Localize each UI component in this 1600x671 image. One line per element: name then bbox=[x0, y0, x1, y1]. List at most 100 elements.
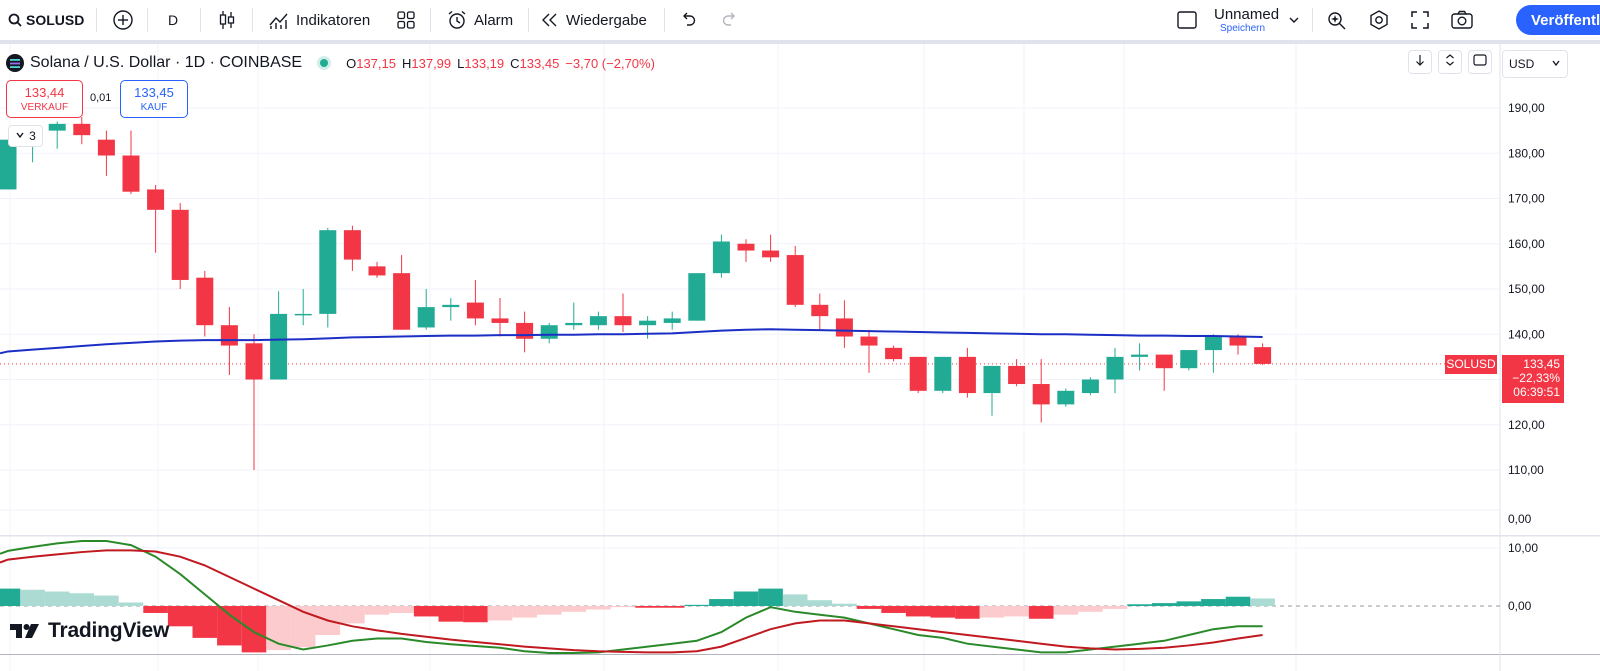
tradingview-logo-icon bbox=[10, 624, 39, 638]
collapse-icon bbox=[1444, 53, 1456, 71]
macd-histogram-bar bbox=[463, 606, 488, 623]
market-status-icon[interactable] bbox=[320, 59, 329, 67]
candle-body bbox=[1057, 390, 1075, 405]
macd-histogram-bar bbox=[1201, 599, 1226, 606]
candle-body bbox=[1131, 354, 1149, 357]
alarm-button[interactable]: Alarm bbox=[446, 0, 513, 40]
macd-histogram-bar bbox=[167, 606, 193, 627]
publish-button[interactable]: Veröffentl bbox=[1516, 5, 1600, 35]
layout-toggle-button[interactable] bbox=[1176, 0, 1198, 40]
rewind-icon bbox=[540, 10, 560, 30]
pane-separator bbox=[0, 535, 1600, 537]
replay-button[interactable]: Wiedergabe bbox=[540, 0, 647, 40]
snapshot-button[interactable] bbox=[1450, 0, 1474, 40]
candle-body bbox=[516, 322, 534, 339]
change-value: −3,70 (−2,70%) bbox=[565, 55, 655, 71]
macd-histogram-bar bbox=[69, 593, 95, 606]
sell-price: 133,44 bbox=[24, 85, 65, 100]
buy-label: KAUF bbox=[140, 102, 168, 113]
macd-histogram-bar bbox=[659, 606, 685, 608]
macd-tick-label: 0,00 bbox=[1508, 599, 1532, 613]
alarm-label: Alarm bbox=[474, 11, 514, 29]
tradingview-logo[interactable]: TradingView bbox=[10, 617, 169, 645]
macd-histogram-bar bbox=[1127, 604, 1152, 606]
symbol-label: SOLUSD bbox=[26, 12, 85, 28]
y-tick-label: 0,00 bbox=[1508, 512, 1532, 526]
collapse-pane-button[interactable] bbox=[1438, 50, 1462, 74]
divider bbox=[96, 8, 97, 32]
macd-histogram-bar bbox=[536, 606, 562, 615]
price-chart[interactable]: 190,00180,00170,00160,00150,00140,00130,… bbox=[0, 44, 1600, 671]
chart-legend: Solana / U.S. Dollar · 1D · COINBASE O13… bbox=[6, 52, 655, 74]
macd-histogram-bar bbox=[733, 591, 759, 606]
redo-button[interactable] bbox=[720, 0, 740, 40]
interval-button[interactable]: D bbox=[168, 12, 179, 28]
layout-menu-button[interactable] bbox=[1288, 0, 1300, 40]
camera-icon bbox=[1450, 9, 1474, 31]
compare-symbol-button[interactable] bbox=[112, 0, 134, 40]
candle-body bbox=[565, 322, 583, 326]
macd-histogram-bar bbox=[782, 594, 808, 606]
candle-body bbox=[860, 336, 878, 346]
candle-body bbox=[1254, 347, 1272, 364]
buy-button[interactable]: 133,45 KAUF bbox=[120, 80, 188, 118]
undo-button[interactable] bbox=[678, 0, 698, 40]
search-spark-icon bbox=[1326, 9, 1348, 31]
candle-body bbox=[171, 209, 189, 280]
last-price-tag: 133,45 −22,33% 06:39:51 bbox=[1502, 355, 1564, 403]
macd-histogram-bar bbox=[389, 606, 414, 613]
macd-histogram-bar bbox=[20, 589, 45, 606]
macd-histogram-bar bbox=[1078, 606, 1103, 612]
candle-body bbox=[589, 316, 607, 326]
move-down-button[interactable] bbox=[1408, 50, 1432, 74]
indicators-collapse-button[interactable]: 3 bbox=[8, 125, 43, 147]
signal-line bbox=[0, 549, 1263, 654]
currency-select[interactable]: USD bbox=[1502, 50, 1568, 78]
chart-type-button[interactable] bbox=[216, 0, 238, 40]
candle-body bbox=[97, 139, 115, 156]
macd-histogram-bar bbox=[758, 588, 783, 606]
alarm-clock-icon bbox=[446, 9, 468, 31]
y-tick-label: 180,00 bbox=[1508, 146, 1545, 160]
fullscreen-button[interactable] bbox=[1410, 0, 1430, 40]
macd-histogram-bar bbox=[1176, 601, 1202, 606]
macd-histogram-bar bbox=[905, 606, 931, 617]
macd-histogram-bar bbox=[241, 606, 267, 653]
candle-body bbox=[737, 243, 755, 251]
high-key: H bbox=[401, 55, 412, 71]
symbol-search-button[interactable]: SOLUSD bbox=[8, 0, 84, 40]
settings-button[interactable] bbox=[1368, 0, 1390, 40]
bar-countdown: 06:39:51 bbox=[1513, 385, 1560, 399]
indicators-button[interactable]: Indikatoren bbox=[268, 0, 370, 40]
save-layout-button[interactable]: Unnamed Speichern bbox=[1214, 0, 1279, 40]
search-icon bbox=[8, 13, 22, 27]
candle-body bbox=[368, 266, 386, 276]
candle-body bbox=[811, 304, 829, 317]
macd-histogram-bar bbox=[340, 606, 365, 624]
layouts-button[interactable] bbox=[396, 0, 416, 40]
macd-line bbox=[0, 540, 1263, 654]
plus-circle-icon bbox=[112, 9, 134, 31]
fullscreen-icon bbox=[1410, 10, 1430, 30]
symbol-title[interactable]: Solana / U.S. Dollar · 1D · COINBASE bbox=[30, 54, 303, 71]
candle-body bbox=[1180, 350, 1198, 369]
maximize-pane-button[interactable] bbox=[1468, 50, 1492, 74]
macd-histogram-bar bbox=[930, 606, 956, 618]
macd-histogram-bar bbox=[1028, 606, 1054, 619]
candle-body bbox=[934, 356, 952, 391]
macd-histogram-bar bbox=[807, 600, 833, 606]
candle-body bbox=[1204, 336, 1222, 351]
divider bbox=[528, 8, 529, 32]
grid-icon bbox=[396, 10, 416, 30]
candle-body bbox=[319, 230, 337, 314]
sell-button[interactable]: 133,44 VERKAUF bbox=[6, 80, 83, 118]
quick-search-button[interactable] bbox=[1326, 0, 1348, 40]
candle-body bbox=[393, 273, 411, 330]
indicators-icon bbox=[268, 9, 290, 31]
macd-histogram-bar bbox=[118, 602, 144, 606]
macd-histogram-bar bbox=[684, 604, 710, 606]
macd-histogram-bar bbox=[1225, 596, 1251, 606]
divider bbox=[252, 8, 253, 32]
y-tick-label: 170,00 bbox=[1508, 192, 1545, 206]
macd-histogram-bar bbox=[1053, 606, 1079, 615]
